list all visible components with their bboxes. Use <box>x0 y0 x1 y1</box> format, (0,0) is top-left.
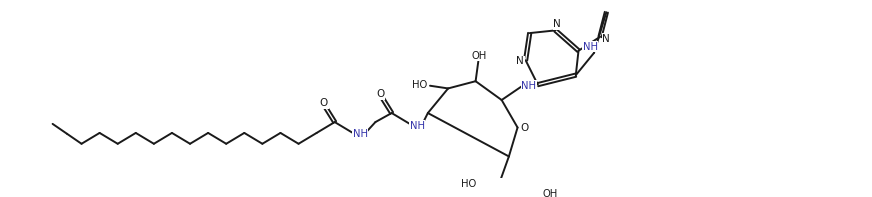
Text: NH: NH <box>582 42 598 52</box>
Text: OH: OH <box>472 51 487 61</box>
Text: HO: HO <box>461 178 477 189</box>
Text: N: N <box>554 19 562 29</box>
Text: NH: NH <box>521 81 536 91</box>
Text: N: N <box>603 34 610 44</box>
Text: HO: HO <box>412 80 427 90</box>
Text: OH: OH <box>543 190 558 197</box>
Text: O: O <box>521 123 529 133</box>
Text: O: O <box>320 98 328 108</box>
Text: NH: NH <box>352 129 367 139</box>
Text: O: O <box>377 89 385 99</box>
Text: NH: NH <box>410 121 425 131</box>
Text: N: N <box>516 56 524 66</box>
